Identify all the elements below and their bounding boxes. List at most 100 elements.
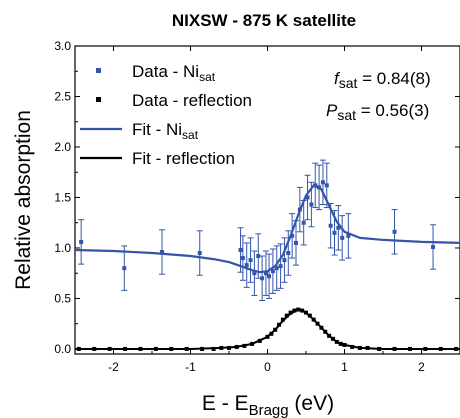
ni-data-point: [197, 251, 202, 256]
reflection-data-point: [365, 345, 370, 350]
series-layer: [74, 159, 460, 351]
reflection-data-point: [357, 345, 362, 350]
reflection-data-point: [257, 338, 262, 343]
reflection-data-point: [338, 341, 343, 346]
reflection-data-point: [319, 325, 324, 330]
legend-marker-data-ni: [96, 68, 101, 73]
reflection-data-point: [211, 346, 216, 351]
reflection-data-point: [234, 344, 239, 349]
ni-data-point: [317, 185, 322, 190]
ni-data-point: [305, 195, 310, 200]
ni-data-point: [270, 269, 275, 274]
reflection-data-point: [184, 346, 189, 351]
ni-data-point: [320, 180, 325, 185]
y-tick-label: 1.5: [54, 190, 71, 204]
ni-data-point: [297, 207, 302, 212]
y-tick-label: 2.0: [54, 140, 71, 154]
reflection-data-point: [227, 345, 231, 350]
ni-data-point: [340, 235, 345, 240]
reflection-data-point: [277, 322, 282, 327]
fit-ni-line: [74, 184, 460, 274]
ni-data-point: [240, 256, 245, 261]
reflection-data-point: [304, 310, 308, 315]
reflection-data-point: [169, 346, 174, 351]
reflection-data-point: [342, 342, 347, 347]
fit-reflection-line: [75, 308, 460, 350]
reflection-data-point: [330, 336, 335, 341]
reflection-data-point: [153, 346, 158, 351]
reflection-data-point: [454, 346, 459, 351]
x-axis-label: E - EBragg (eV): [202, 392, 334, 418]
ni-data-point: [263, 271, 268, 276]
legend-data-ni-main: Data - Ni: [132, 62, 199, 81]
annotation-p-symbol: P: [326, 101, 338, 120]
ni-data-point: [248, 258, 253, 263]
chart-title: NIXSW - 875 K satellite: [172, 11, 356, 30]
ni-data-point: [313, 183, 318, 188]
reflection-data-point: [138, 346, 143, 351]
y-axis-label: Relative absorption: [12, 110, 35, 290]
x-tick-label: 1: [341, 360, 348, 374]
reflection-data-point: [300, 308, 305, 313]
ni-data-point: [336, 225, 341, 230]
fit-annotations: fsat = 0.84(8) Psat = 0.56(3): [326, 69, 431, 123]
reflection-data-point: [323, 329, 328, 334]
x-tick-label: 0: [264, 360, 271, 374]
legend-label-data-reflection: Data - reflection: [132, 91, 252, 110]
ni-data-point: [431, 244, 436, 249]
ni-data-point: [286, 251, 291, 256]
legend-fit-ni-main: Fit - Ni: [132, 120, 182, 139]
reflection-data-point: [200, 346, 205, 351]
ni-data-point: [332, 230, 337, 235]
ni-data-point: [290, 233, 295, 238]
annotation-p-value: = 0.56(3): [356, 101, 429, 120]
ni-data-point: [328, 223, 333, 228]
reflection-data-point: [250, 341, 255, 346]
reflection-data-point: [307, 313, 312, 318]
reflection-data-point: [76, 346, 81, 351]
x-axis-label-main: E - E: [202, 392, 249, 415]
x-tick-label: 2: [418, 360, 425, 374]
ni-data-point: [282, 258, 287, 263]
ni-data-point: [293, 240, 298, 245]
legend-label-data-ni: Data - Nisat: [132, 62, 216, 84]
ni-data-point: [256, 254, 261, 259]
y-tick-label: 0.0: [54, 342, 71, 356]
legend: Data - Nisat Data - reflection Fit - Nis…: [80, 62, 252, 168]
ni-data-point: [160, 250, 165, 255]
ni-data-point: [122, 266, 127, 271]
reflection-data-point: [311, 317, 316, 322]
ni-data-point: [278, 264, 283, 269]
annotation-f-symbol: f: [334, 69, 341, 88]
legend-data-ni-sub: sat: [199, 70, 216, 84]
reflection-data-point: [284, 313, 289, 318]
annotation-f-sub: sat: [339, 75, 358, 91]
y-tick-label: 2.5: [54, 89, 71, 103]
reflection-data-point: [242, 343, 247, 348]
reflection-data-point: [392, 346, 397, 351]
reflection-data-point: [350, 344, 355, 349]
reflection-data-point: [315, 321, 320, 326]
reflection-data-point: [292, 308, 297, 313]
x-axis-label-sub: Bragg: [249, 402, 289, 418]
ni-data-point: [346, 233, 351, 238]
plot-area: -2 -1 0 1 2 0.0 0.5 1.0 1.5 2.0 2.5 3.0: [54, 39, 460, 374]
annotation-p-sat: Psat = 0.56(3): [326, 101, 429, 123]
x-axis-label-unit: (eV): [289, 392, 335, 415]
reflection-data-point: [92, 346, 97, 351]
ni-data-point: [238, 247, 243, 252]
reflection-data-point: [296, 307, 301, 312]
ni-data-point: [392, 229, 397, 234]
reflection-data-point: [219, 345, 224, 350]
reflection-data-point: [107, 346, 112, 351]
reflection-data-point: [423, 346, 428, 351]
y-tick-label: 3.0: [54, 39, 71, 53]
x-tick-label: -2: [108, 360, 119, 374]
y-tick-label: 0.5: [54, 291, 71, 305]
ni-data-point: [244, 263, 249, 268]
ni-data-point: [79, 239, 84, 244]
ni-data-point: [274, 266, 279, 271]
legend-label-fit-ni: Fit - Nisat: [132, 120, 199, 142]
legend-label-fit-reflection: Fit - reflection: [132, 149, 235, 168]
